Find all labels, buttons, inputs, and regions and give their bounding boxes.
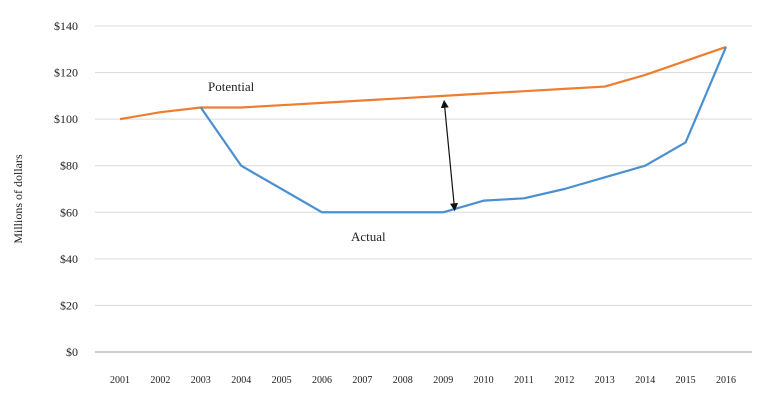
series-label-potential: Potential — [208, 79, 255, 94]
x-tick-label: 2008 — [393, 375, 413, 386]
y-tick-label: $120 — [54, 66, 78, 80]
y-tick-label: $80 — [60, 159, 78, 173]
y-axis-label: Millions of dollars — [11, 154, 25, 244]
x-tick-label: 2012 — [554, 375, 574, 386]
x-tick-label: 2002 — [150, 375, 170, 386]
y-tick-label: $60 — [60, 205, 78, 219]
series-line-actual — [199, 46, 728, 214]
annotations — [440, 99, 458, 212]
x-tick-label: 2004 — [231, 375, 251, 386]
axes: $0 $20 $40 $60 $80 $100 $120 $140 2001 2002 2003 20… — [54, 19, 736, 386]
x-tick-label: 2007 — [352, 375, 372, 386]
series-line-potential — [119, 45, 727, 121]
y-tick-label: $40 — [60, 252, 78, 266]
x-tick-label: 2013 — [595, 375, 615, 386]
gap-arrow — [440, 99, 458, 212]
x-tick-label: 2006 — [312, 375, 332, 386]
x-tick-label: 2001 — [110, 375, 130, 386]
y-tick-label: $20 — [60, 298, 78, 312]
x-tick-label: 2011 — [514, 375, 534, 386]
y-tick-label: $100 — [54, 112, 78, 126]
x-tick-label: 2005 — [272, 375, 292, 386]
y-tick-label: $140 — [54, 19, 78, 33]
x-tick-label: 2009 — [433, 375, 453, 386]
y-tick-label: $0 — [66, 345, 78, 359]
series: Potential Actual — [119, 45, 728, 244]
gridlines — [95, 25, 752, 353]
x-tick-label: 2014 — [635, 375, 655, 386]
series-label-actual: Actual — [351, 229, 386, 244]
x-tick-label: 2010 — [474, 375, 494, 386]
x-tick-label: 2016 — [716, 375, 736, 386]
x-tick-label: 2015 — [676, 375, 696, 386]
x-tick-label: 2003 — [191, 375, 211, 386]
